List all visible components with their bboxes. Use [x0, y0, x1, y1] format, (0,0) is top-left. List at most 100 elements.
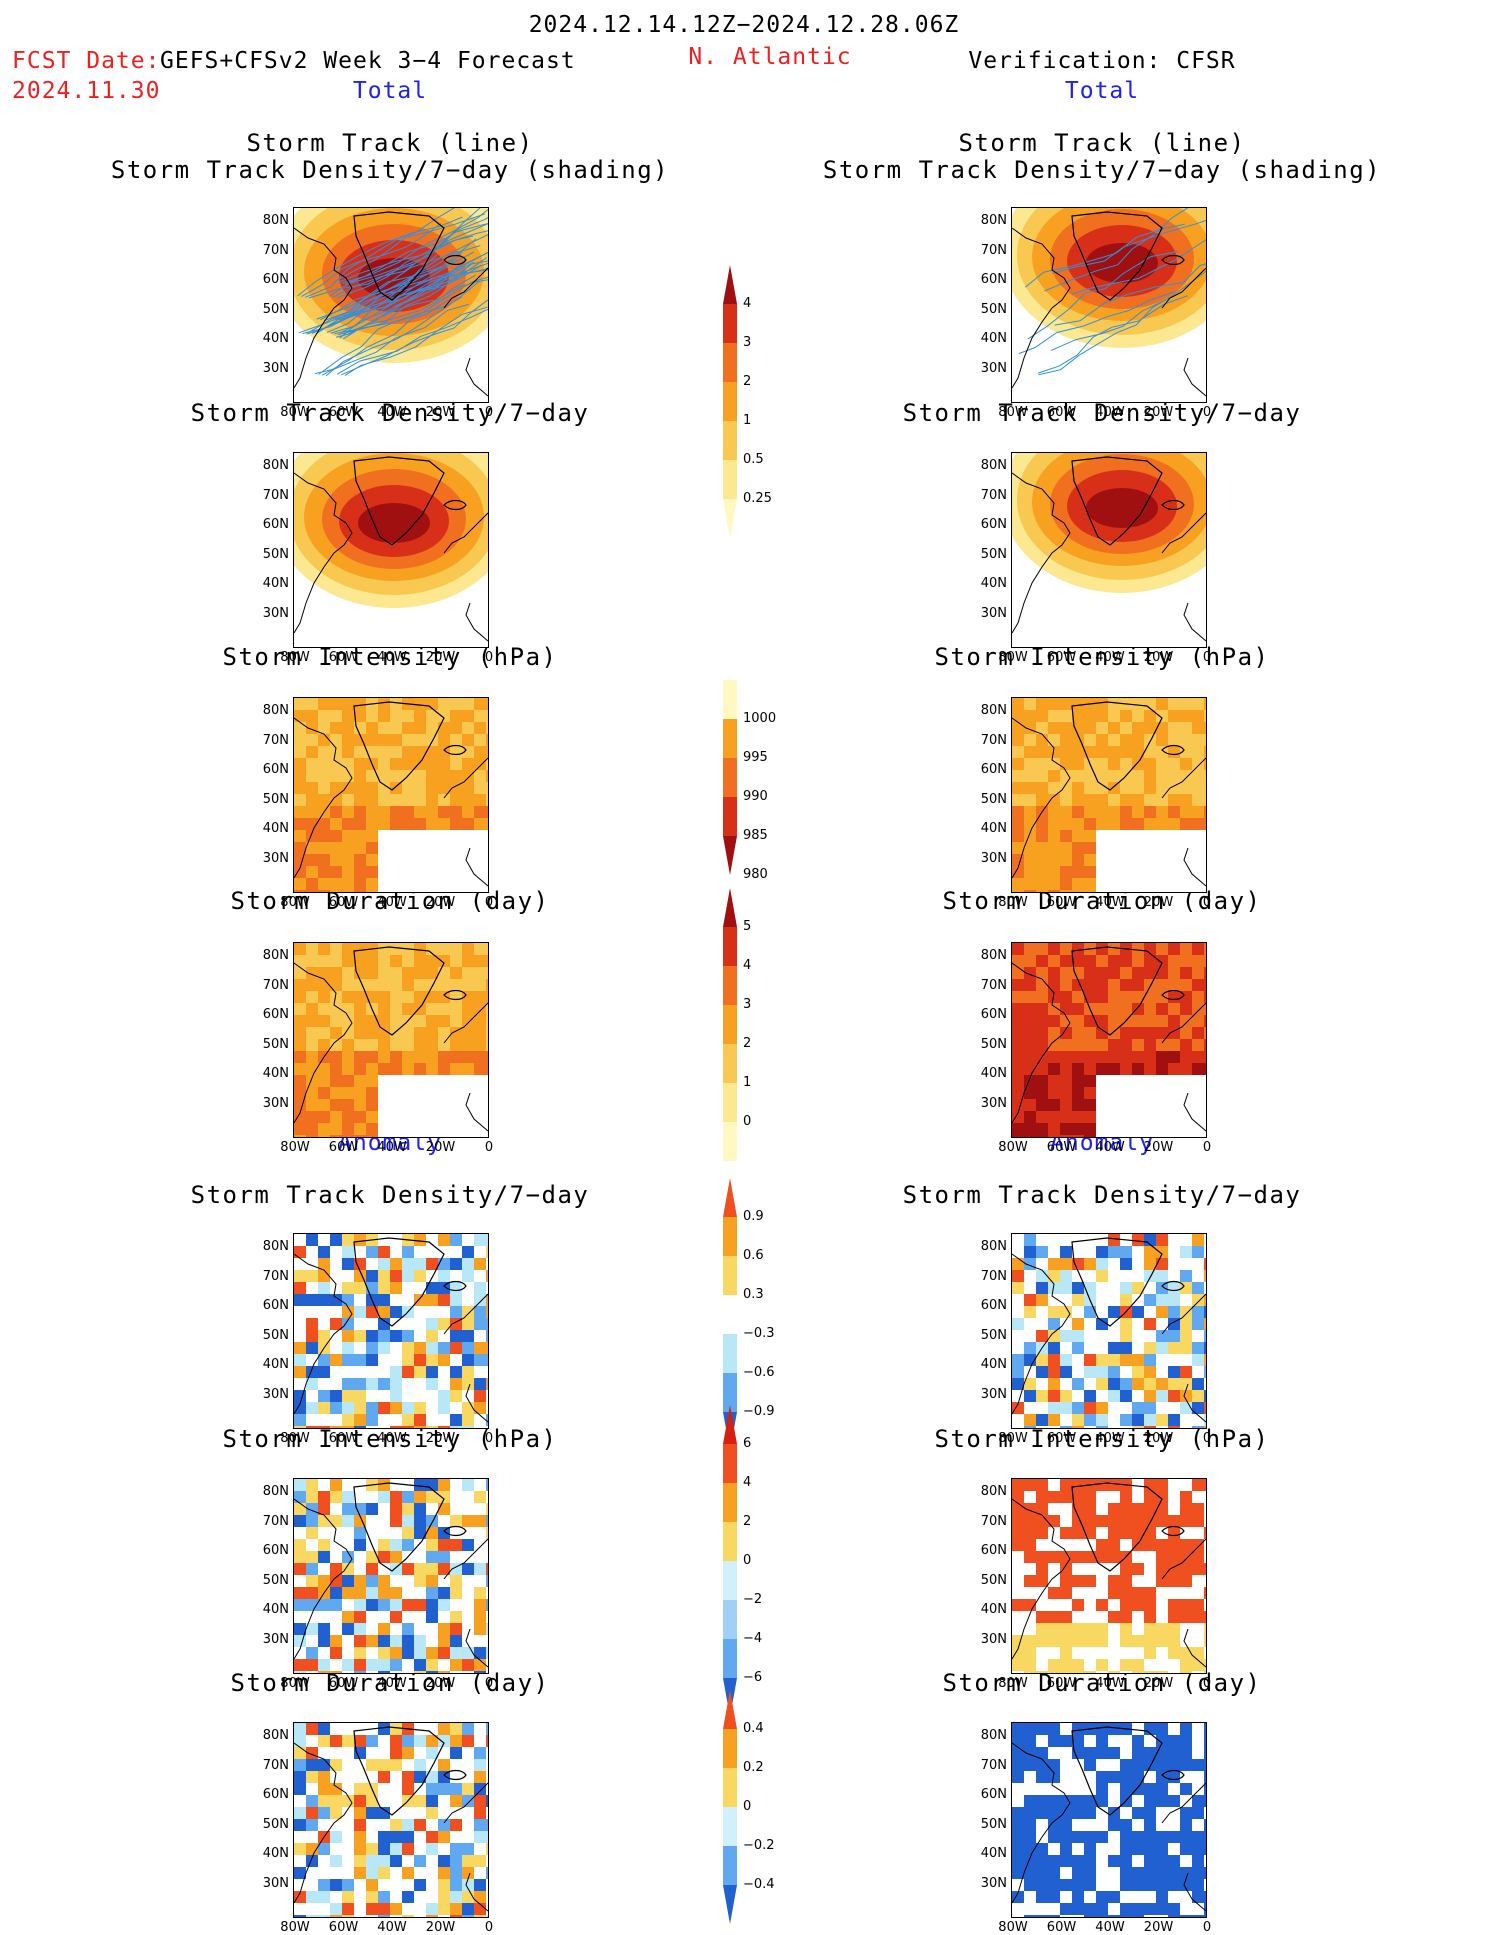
grid-cell — [426, 1258, 438, 1270]
grid-cell — [462, 1843, 474, 1855]
grid-cell — [354, 1390, 366, 1402]
grid-cell — [1168, 1635, 1180, 1647]
grid-cell — [306, 1575, 318, 1587]
grid-cell — [438, 1903, 450, 1915]
grid-cell — [390, 1747, 402, 1759]
grid-cell — [486, 1563, 488, 1575]
lon-tick-label: 0 — [1202, 1140, 1212, 1155]
grid-cell — [330, 1003, 342, 1015]
grid-cell — [354, 1587, 366, 1599]
grid-cell — [1168, 1599, 1180, 1611]
grid-cell — [1072, 1795, 1084, 1807]
grid-cell — [342, 734, 354, 746]
grid-cell — [486, 1647, 488, 1659]
colorbar-density_total — [723, 265, 737, 538]
grid-cell — [1048, 1402, 1060, 1414]
grid-cell — [366, 1414, 378, 1426]
grid-cell — [1072, 1258, 1084, 1270]
grid-cell — [366, 1135, 378, 1137]
grid-cell — [402, 1563, 414, 1575]
grid-cell — [1036, 1915, 1048, 1917]
grid-cell — [354, 1735, 366, 1747]
grid-cell — [1024, 1551, 1036, 1563]
grid-cell — [330, 1587, 342, 1599]
grid-cell — [1180, 770, 1192, 782]
grid-cell — [366, 1563, 378, 1575]
grid-cell — [1048, 1807, 1060, 1819]
grid-cell — [1048, 1330, 1060, 1342]
grid-cell — [366, 955, 378, 967]
grid-cell — [1096, 710, 1108, 722]
grid-cell — [306, 1318, 318, 1330]
grid-cell — [486, 1795, 488, 1807]
grid-cell — [1180, 1599, 1192, 1611]
grid-cell — [1060, 991, 1072, 1003]
grid-cell — [1012, 1831, 1024, 1843]
grid-cell — [1156, 1843, 1168, 1855]
grid-cell — [1144, 806, 1156, 818]
grid-cell — [426, 1378, 438, 1390]
grid-cell — [1072, 1867, 1084, 1879]
grid-cell — [378, 1623, 390, 1635]
grid-cell — [1192, 1426, 1204, 1428]
grid-cell — [1192, 698, 1204, 710]
grid-cell — [1180, 1647, 1192, 1659]
grid-cell — [1072, 955, 1084, 967]
grid-cell — [390, 698, 402, 710]
grid-cell — [1024, 1879, 1036, 1891]
lon-tick-label: 60W — [328, 1920, 359, 1935]
grid-cell — [306, 1855, 318, 1867]
grid-cell — [342, 991, 354, 1003]
grid-cell — [1096, 1015, 1108, 1027]
grid-cell — [318, 1891, 330, 1903]
grid-cell — [1120, 1258, 1132, 1270]
grid-cell — [462, 1539, 474, 1551]
grid-cell — [1012, 1063, 1024, 1075]
coastline — [1161, 512, 1206, 642]
grid-cell — [1060, 746, 1072, 758]
grid-cell — [378, 1318, 390, 1330]
grid-cell — [1048, 722, 1060, 734]
grid-cell — [1192, 1246, 1204, 1258]
grid-cell — [486, 1330, 488, 1342]
lat-tick-label: 30N — [262, 1095, 289, 1111]
grid-cell — [294, 1111, 306, 1123]
grid-cell — [1096, 1659, 1108, 1671]
grid-cell — [402, 1491, 414, 1503]
grid-cell — [438, 1735, 450, 1747]
grid-cell — [474, 1831, 486, 1843]
grid-cell — [1012, 698, 1024, 710]
grid-cell — [1156, 943, 1168, 955]
storm-track-line — [342, 269, 488, 321]
grid-cell — [294, 1246, 306, 1258]
grid-cell — [390, 1903, 402, 1915]
coastline — [443, 254, 467, 266]
grid-cell — [1036, 1623, 1048, 1635]
grid-cell — [1180, 1342, 1192, 1354]
grid-cell — [294, 1135, 306, 1137]
grid-cell — [342, 1879, 354, 1891]
grid-cell — [378, 1671, 390, 1673]
grid-cell — [1096, 698, 1108, 710]
grid-cell — [462, 818, 474, 830]
lat-tick-label: 60N — [980, 1298, 1007, 1313]
grid-cell — [438, 1891, 450, 1903]
coastline — [1161, 1002, 1206, 1132]
grid-cell — [1156, 1503, 1168, 1515]
grid-cell — [1156, 991, 1168, 1003]
title-line2: Storm Track Density/7−day (shading) — [110, 156, 670, 184]
grid-cell — [414, 1234, 426, 1246]
grid-cell — [390, 1735, 402, 1747]
grid-cell — [486, 1819, 488, 1831]
grid-cell — [366, 890, 378, 892]
grid-cell — [1168, 1390, 1180, 1402]
grid-cell — [1096, 1366, 1108, 1378]
grid-cell — [306, 1003, 318, 1015]
grid-cell — [330, 722, 342, 734]
grid-cell — [1180, 1659, 1192, 1671]
lat-tick-label: 30N — [262, 360, 289, 376]
grid-cell — [474, 722, 486, 734]
grid-cell — [1108, 1915, 1120, 1917]
grid-cell — [474, 1879, 486, 1891]
grid-cell — [1120, 818, 1132, 830]
